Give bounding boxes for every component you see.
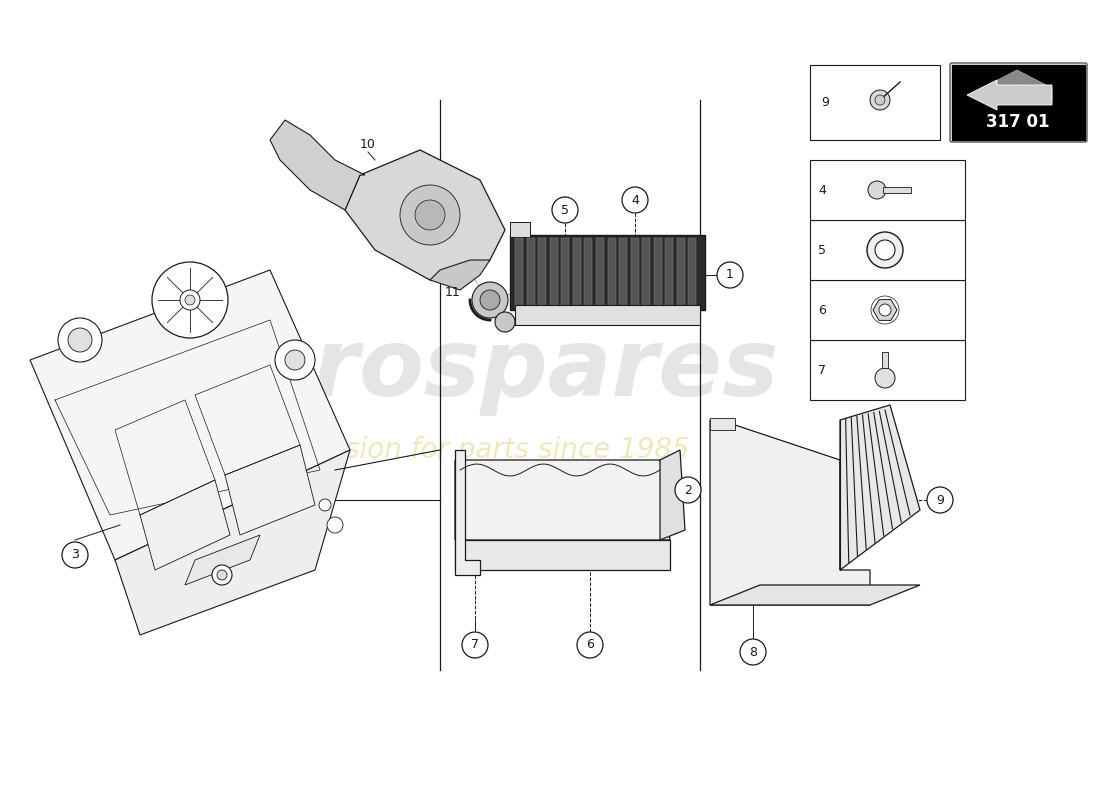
Circle shape xyxy=(874,368,895,388)
Circle shape xyxy=(552,197,578,223)
Circle shape xyxy=(868,181,886,199)
Circle shape xyxy=(480,290,501,310)
Bar xyxy=(561,238,570,307)
Bar xyxy=(527,238,535,307)
Bar xyxy=(584,238,593,307)
Circle shape xyxy=(675,477,701,503)
Bar xyxy=(689,238,696,307)
Polygon shape xyxy=(982,70,1052,102)
Circle shape xyxy=(327,517,343,533)
Text: 8: 8 xyxy=(749,646,757,658)
Circle shape xyxy=(879,304,891,316)
Bar xyxy=(810,65,940,140)
Text: eurospares: eurospares xyxy=(182,324,779,416)
Text: 2: 2 xyxy=(684,483,692,497)
Circle shape xyxy=(472,282,508,318)
Polygon shape xyxy=(660,450,685,540)
Polygon shape xyxy=(710,585,920,605)
Text: a passion for parts since 1985: a passion for parts since 1985 xyxy=(271,436,690,464)
Bar xyxy=(607,238,616,307)
Circle shape xyxy=(285,350,305,370)
Text: 9: 9 xyxy=(936,494,944,506)
Bar xyxy=(573,238,581,307)
Bar xyxy=(642,238,650,307)
Circle shape xyxy=(185,295,195,305)
Bar xyxy=(810,220,965,280)
Bar xyxy=(676,238,685,307)
Circle shape xyxy=(62,542,88,568)
Polygon shape xyxy=(455,450,480,575)
Bar xyxy=(882,352,888,368)
Polygon shape xyxy=(430,260,490,290)
Circle shape xyxy=(717,262,743,288)
Circle shape xyxy=(874,240,895,260)
Circle shape xyxy=(462,632,488,658)
Bar xyxy=(515,305,700,325)
Polygon shape xyxy=(270,120,365,210)
Polygon shape xyxy=(873,300,896,320)
Bar xyxy=(510,235,705,310)
Bar xyxy=(810,280,965,340)
Text: 11: 11 xyxy=(446,286,461,299)
Bar xyxy=(710,418,735,430)
Circle shape xyxy=(319,499,331,511)
Circle shape xyxy=(621,187,648,213)
Circle shape xyxy=(58,318,102,362)
Circle shape xyxy=(495,312,515,332)
Bar xyxy=(883,187,911,193)
Circle shape xyxy=(870,90,890,110)
Circle shape xyxy=(275,340,315,380)
Text: 9: 9 xyxy=(821,97,829,110)
Bar xyxy=(538,238,546,307)
Polygon shape xyxy=(710,420,870,605)
Bar xyxy=(515,238,522,307)
Text: 3: 3 xyxy=(72,549,79,562)
Polygon shape xyxy=(116,450,350,635)
Circle shape xyxy=(212,565,232,585)
Polygon shape xyxy=(30,270,350,560)
Circle shape xyxy=(152,262,228,338)
Text: 4: 4 xyxy=(631,194,639,206)
Polygon shape xyxy=(840,405,920,570)
Bar xyxy=(810,160,965,220)
Text: 317 01: 317 01 xyxy=(987,113,1049,131)
Text: 6: 6 xyxy=(818,303,826,317)
Circle shape xyxy=(874,95,886,105)
Bar xyxy=(630,238,639,307)
Bar xyxy=(653,238,662,307)
Bar xyxy=(619,238,627,307)
Polygon shape xyxy=(345,150,505,280)
Circle shape xyxy=(400,185,460,245)
Bar xyxy=(550,238,558,307)
Bar xyxy=(952,65,1085,140)
Circle shape xyxy=(180,290,200,310)
Polygon shape xyxy=(140,480,230,570)
Circle shape xyxy=(740,639,766,665)
Bar xyxy=(666,238,673,307)
Text: 10: 10 xyxy=(360,138,376,151)
Bar xyxy=(810,340,965,400)
Polygon shape xyxy=(967,80,1052,110)
Text: 1: 1 xyxy=(726,269,734,282)
Circle shape xyxy=(867,232,903,268)
Polygon shape xyxy=(226,445,315,535)
Circle shape xyxy=(578,632,603,658)
Text: 4: 4 xyxy=(818,183,826,197)
Text: 5: 5 xyxy=(818,243,826,257)
Bar xyxy=(596,238,604,307)
Text: 7: 7 xyxy=(818,363,826,377)
Circle shape xyxy=(68,328,92,352)
Circle shape xyxy=(217,570,227,580)
Text: 7: 7 xyxy=(471,638,478,651)
Polygon shape xyxy=(455,540,670,570)
Polygon shape xyxy=(185,535,260,585)
Polygon shape xyxy=(455,460,670,540)
Circle shape xyxy=(415,200,446,230)
Text: 6: 6 xyxy=(586,638,594,651)
Text: 5: 5 xyxy=(561,203,569,217)
Bar xyxy=(510,222,530,237)
Circle shape xyxy=(927,487,953,513)
